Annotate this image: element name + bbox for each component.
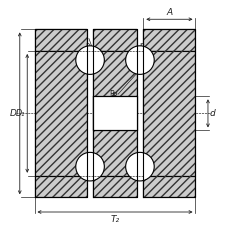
Text: r₁: r₁ bbox=[138, 41, 144, 50]
Text: A: A bbox=[166, 8, 172, 17]
Polygon shape bbox=[143, 30, 195, 51]
Polygon shape bbox=[93, 30, 136, 51]
Circle shape bbox=[75, 152, 104, 181]
Polygon shape bbox=[34, 51, 86, 176]
Text: D: D bbox=[10, 109, 17, 118]
Circle shape bbox=[125, 46, 154, 74]
Text: R: R bbox=[109, 90, 114, 99]
Polygon shape bbox=[93, 51, 136, 130]
Circle shape bbox=[75, 46, 104, 74]
Polygon shape bbox=[93, 96, 136, 176]
Text: B: B bbox=[112, 92, 117, 101]
Text: D₁: D₁ bbox=[16, 109, 25, 118]
Text: r₁: r₁ bbox=[85, 41, 91, 50]
Circle shape bbox=[125, 152, 154, 181]
Polygon shape bbox=[34, 176, 86, 197]
Polygon shape bbox=[143, 176, 195, 197]
Text: T₂: T₂ bbox=[110, 215, 119, 225]
Polygon shape bbox=[34, 30, 86, 51]
Polygon shape bbox=[93, 96, 136, 130]
Polygon shape bbox=[143, 51, 195, 176]
Polygon shape bbox=[93, 176, 136, 197]
Text: d: d bbox=[208, 109, 214, 118]
